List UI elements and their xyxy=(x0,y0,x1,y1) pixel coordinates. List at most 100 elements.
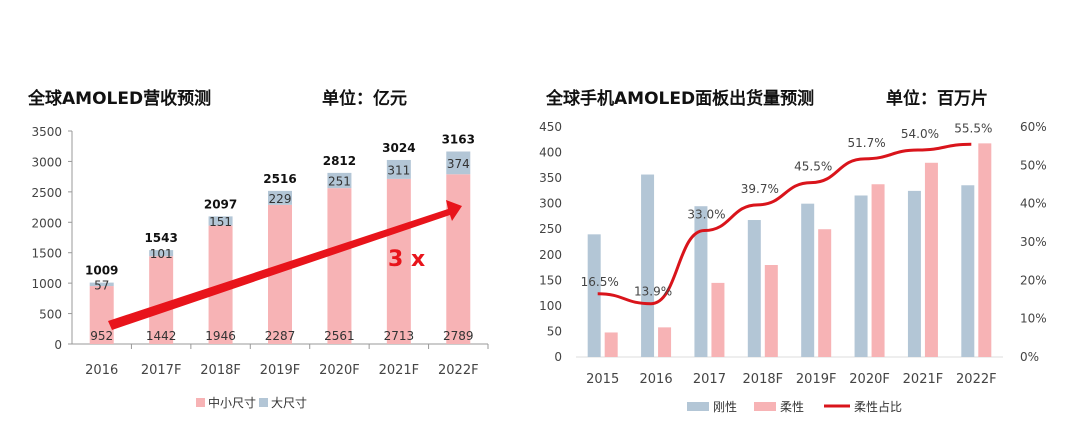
bar-rigid xyxy=(694,206,708,357)
data-label: 1946 xyxy=(205,329,236,343)
x-tick-label: 2022F xyxy=(956,372,997,387)
data-label: 952 xyxy=(90,329,113,343)
line-data-label: 55.5% xyxy=(954,121,992,135)
legend-label: 大尺寸 xyxy=(271,396,307,410)
x-tick-label: 2017 xyxy=(693,372,726,387)
line-data-label: 16.5% xyxy=(581,275,619,289)
legend-label: 刚性 xyxy=(713,400,737,414)
y-tick-label: 350 xyxy=(539,171,562,185)
data-label: 101 xyxy=(150,247,173,261)
y2-tick-label: 60% xyxy=(1020,120,1047,134)
bar-small-medium xyxy=(386,178,411,344)
left-chart-unit: 单位：亿元 xyxy=(322,88,407,109)
bar-small-medium xyxy=(89,286,114,344)
total-label: 3163 xyxy=(442,133,475,147)
data-label: 57 xyxy=(94,278,109,292)
bar-rigid xyxy=(907,190,921,357)
y-tick-label: 0 xyxy=(554,350,562,364)
bar-flexible xyxy=(978,143,992,357)
bar-rigid xyxy=(641,174,655,357)
growth-arrow-icon xyxy=(108,200,462,330)
y-tick-label: 2000 xyxy=(31,216,62,230)
data-label: 374 xyxy=(447,157,470,171)
x-tick-label: 2018F xyxy=(743,372,784,387)
y2-tick-label: 30% xyxy=(1020,235,1047,249)
y-tick-label: 2500 xyxy=(31,186,62,200)
bar-flexible xyxy=(924,162,938,357)
line-data-label: 51.7% xyxy=(848,136,886,150)
bar-large xyxy=(327,172,352,189)
y-tick-label: 200 xyxy=(539,248,562,262)
data-label: 2713 xyxy=(384,329,415,343)
y-tick-label: 100 xyxy=(539,299,562,313)
x-tick-label: 2020F xyxy=(849,372,890,387)
bar-small-medium xyxy=(327,188,352,344)
data-label: 2287 xyxy=(265,329,296,343)
bar-large xyxy=(89,282,114,287)
total-label: 2812 xyxy=(323,154,356,168)
bar-flexible xyxy=(871,184,885,357)
bar-flexible xyxy=(658,327,672,357)
y-tick-label: 500 xyxy=(39,308,62,322)
data-label: 229 xyxy=(269,192,292,206)
total-label: 2097 xyxy=(204,197,237,211)
y-tick-label: 1000 xyxy=(31,277,62,291)
bar-rigid xyxy=(587,234,601,357)
total-label: 2516 xyxy=(263,172,296,186)
y2-tick-label: 20% xyxy=(1020,273,1047,287)
y2-tick-label: 0% xyxy=(1020,350,1039,364)
bar-large xyxy=(386,159,411,179)
data-label: 1442 xyxy=(146,329,177,343)
bar-flexible xyxy=(604,332,618,357)
y-tick-label: 50 xyxy=(547,324,562,338)
bar-large xyxy=(208,216,233,226)
data-label: 251 xyxy=(328,175,351,189)
x-tick-label: 2019F xyxy=(796,372,837,387)
x-tick-label: 2020F xyxy=(319,363,360,378)
legend-swatch xyxy=(687,402,709,411)
bar-rigid xyxy=(961,185,975,357)
total-label: 3024 xyxy=(382,141,415,155)
y-tick-label: 1500 xyxy=(31,247,62,261)
x-tick-label: 2021F xyxy=(903,372,944,387)
left-chart-title: 全球AMOLED营收预测 xyxy=(27,88,211,109)
y-tick-label: 250 xyxy=(539,222,562,236)
y-tick-label: 300 xyxy=(539,197,562,211)
bar-rigid xyxy=(747,220,761,357)
line-data-label: 33.0% xyxy=(687,208,725,222)
y-tick-label: 0 xyxy=(54,338,62,352)
x-tick-label: 2015 xyxy=(586,372,619,387)
bar-small-medium xyxy=(149,256,174,344)
legend-label: 中小尺寸 xyxy=(208,395,256,410)
bar-large xyxy=(268,190,292,205)
data-label: 151 xyxy=(209,215,232,229)
right-chart-title: 全球手机AMOLED面板出货量预测 xyxy=(545,88,814,109)
y-tick-label: 400 xyxy=(539,146,562,160)
right-chart-unit: 单位：百万片 xyxy=(886,88,988,109)
legend-swatch xyxy=(196,398,205,407)
flexible-share-line xyxy=(597,142,972,306)
bar-small-medium xyxy=(446,174,471,344)
y2-tick-label: 50% xyxy=(1020,158,1047,172)
bar-flexible xyxy=(711,282,725,357)
data-label: 2561 xyxy=(324,329,355,343)
legend-label: 柔性占比 xyxy=(854,399,902,414)
data-label: 311 xyxy=(387,163,410,177)
x-tick-label: 2016 xyxy=(640,372,673,387)
y-tick-label: 150 xyxy=(539,273,562,287)
bar-large xyxy=(149,250,174,257)
y2-tick-label: 40% xyxy=(1020,197,1047,211)
legend-swatch xyxy=(754,402,776,411)
x-tick-label: 2022F xyxy=(438,363,479,378)
x-tick-label: 2018F xyxy=(200,363,241,378)
line-data-label: 13.9% xyxy=(634,285,672,299)
growth-annotation: 3 x xyxy=(388,247,425,272)
y-tick-label: 3500 xyxy=(31,125,62,139)
y2-tick-label: 10% xyxy=(1020,312,1047,326)
x-tick-label: 2017F xyxy=(141,363,182,378)
bar-flexible xyxy=(764,265,778,357)
total-label: 1009 xyxy=(85,264,118,278)
line-data-label: 39.7% xyxy=(741,182,779,196)
x-tick-label: 2019F xyxy=(260,363,301,378)
